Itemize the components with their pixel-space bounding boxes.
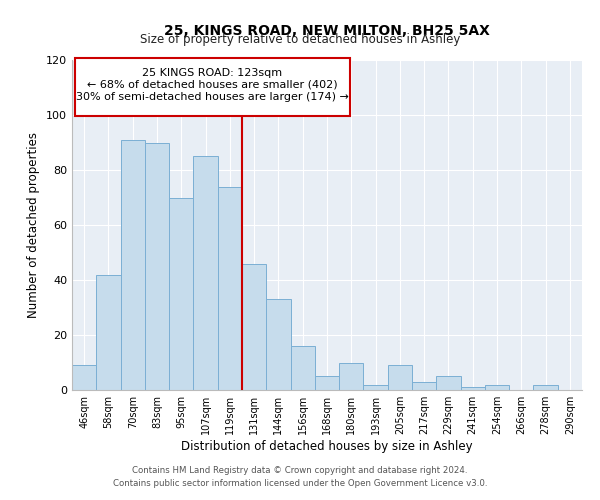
Text: 25 KINGS ROAD: 123sqm: 25 KINGS ROAD: 123sqm bbox=[142, 68, 283, 78]
Text: Contains HM Land Registry data © Crown copyright and database right 2024.
Contai: Contains HM Land Registry data © Crown c… bbox=[113, 466, 487, 487]
Bar bbox=[193, 156, 218, 390]
Bar bbox=[339, 362, 364, 390]
Bar bbox=[242, 264, 266, 390]
Y-axis label: Number of detached properties: Number of detached properties bbox=[28, 132, 40, 318]
Bar bbox=[412, 382, 436, 390]
Bar bbox=[315, 376, 339, 390]
Title: 25, KINGS ROAD, NEW MILTON, BH25 5AX: 25, KINGS ROAD, NEW MILTON, BH25 5AX bbox=[164, 24, 490, 38]
Bar bbox=[218, 186, 242, 390]
Bar bbox=[436, 376, 461, 390]
Bar bbox=[485, 384, 509, 390]
Text: Size of property relative to detached houses in Ashley: Size of property relative to detached ho… bbox=[140, 32, 460, 46]
FancyBboxPatch shape bbox=[74, 58, 350, 116]
Bar bbox=[533, 384, 558, 390]
Bar bbox=[266, 299, 290, 390]
X-axis label: Distribution of detached houses by size in Ashley: Distribution of detached houses by size … bbox=[181, 440, 473, 453]
Text: 30% of semi-detached houses are larger (174) →: 30% of semi-detached houses are larger (… bbox=[76, 92, 349, 102]
Bar bbox=[121, 140, 145, 390]
Bar bbox=[364, 384, 388, 390]
Text: ← 68% of detached houses are smaller (402): ← 68% of detached houses are smaller (40… bbox=[87, 80, 338, 90]
Bar bbox=[290, 346, 315, 390]
Bar bbox=[72, 365, 96, 390]
Bar bbox=[96, 274, 121, 390]
Bar bbox=[461, 387, 485, 390]
Bar bbox=[388, 365, 412, 390]
Bar bbox=[169, 198, 193, 390]
Bar bbox=[145, 142, 169, 390]
